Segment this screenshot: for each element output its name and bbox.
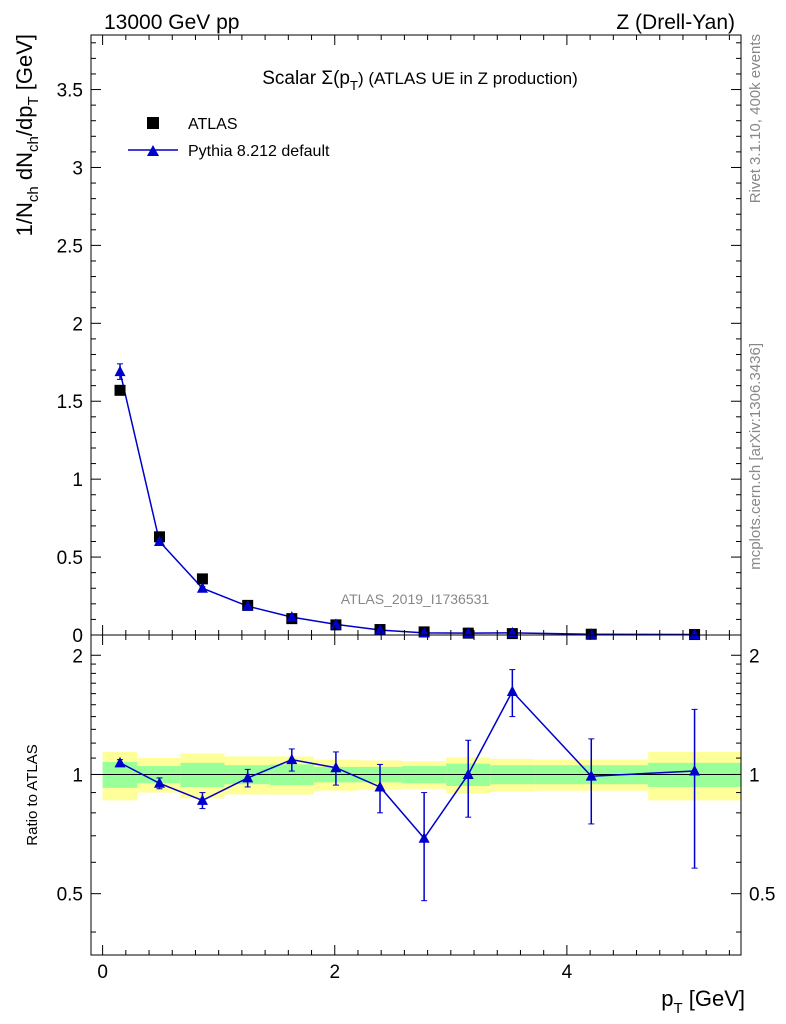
legend-atlas-label: ATLAS — [188, 116, 238, 133]
header-right: Z (Drell-Yan) — [616, 11, 735, 34]
pythia-point — [242, 600, 254, 611]
atlas-point — [196, 573, 208, 585]
legend-pythia-label: Pythia 8.212 default — [188, 143, 330, 160]
main-y-tick-label: 2.5 — [57, 236, 83, 257]
ratio-point — [506, 685, 518, 696]
ratio-y-label: Ratio to ATLAS — [24, 744, 41, 845]
x-tick-label: 2 — [329, 962, 340, 983]
main-x-ticks — [102, 35, 730, 635]
ratio-y-tick-label: 2 — [72, 646, 83, 667]
ratio-panel: 0.5 0.5 1 1 2 2 0 2 4 Ratio to ATLAS pT [GeV] — [24, 634, 775, 1017]
x-axis-label: pT [GeV] — [661, 986, 745, 1017]
x-tick-label: 4 — [562, 962, 573, 983]
main-y-tick-label: 0 — [72, 626, 83, 647]
main-title: Scalar Σ(pT) (ATLAS UE in Z production) — [262, 68, 578, 93]
pythia-line — [119, 371, 695, 636]
ratio-y-tick-label: 0.5 — [57, 885, 83, 906]
legend-pythia-marker — [147, 145, 159, 156]
main-panel: 0 0.5 1 1.5 2 2.5 3 3.5 Scalar Σ(pT) (ATLAS UE … — [12, 34, 742, 647]
pythia-point — [196, 582, 208, 593]
main-y-tick-label: 1 — [72, 470, 83, 491]
pythia-point — [585, 628, 597, 639]
mcplots-label: mcplots.cern.ch [arXiv:1306.3436] — [747, 343, 764, 570]
ratio-marks — [114, 669, 701, 902]
ratio-y-tick-label-right: 0.5 — [749, 885, 775, 906]
x-tick-label: 0 — [97, 962, 108, 983]
ratio-point — [242, 771, 254, 783]
legend-atlas-marker — [147, 117, 159, 129]
ratio-point — [114, 756, 126, 768]
ratio-point — [153, 777, 165, 788]
ratio-point — [196, 794, 208, 805]
ratio-point — [374, 780, 386, 792]
ratio-y-tick-label: 1 — [72, 765, 83, 786]
main-y-label: 1/Nch dNch/dpT [GeV] — [12, 34, 42, 236]
ratio-x-ticks: 0 2 4 — [97, 635, 730, 983]
main-y-tick-label: 1.5 — [57, 392, 83, 413]
ratio-line — [119, 690, 695, 840]
ratio-point — [689, 765, 701, 776]
ratio-point — [585, 770, 597, 781]
analysis-id: ATLAS_2019_I1736531 — [341, 591, 490, 607]
ratio-y-ticks: 0.5 0.5 1 1 2 2 — [57, 646, 775, 933]
header-left: 13000 GeV pp — [104, 11, 239, 34]
rivet-label: Rivet 3.1.10, 400k events — [747, 34, 764, 203]
main-y-tick-label: 3 — [72, 158, 83, 179]
ratio-y-tick-label-right: 2 — [749, 646, 760, 667]
main-y-tick-label: 3.5 — [57, 81, 83, 102]
ratio-point — [286, 753, 298, 765]
pythia-point — [689, 628, 701, 640]
pythia-point — [286, 611, 298, 622]
pythia-point — [374, 624, 386, 635]
atlas-point — [114, 384, 126, 396]
ratio-point — [462, 768, 474, 779]
main-y-tick-label: 2 — [72, 314, 83, 335]
pythia-point — [330, 618, 342, 629]
pythia-point — [114, 365, 126, 377]
legend: ATLAS Pythia 8.212 default — [128, 116, 330, 160]
main-y-ticks: 0 0.5 1 1.5 2 2.5 3 3.5 — [57, 42, 741, 647]
pythia-point — [153, 535, 165, 546]
ratio-point — [418, 832, 430, 843]
main-y-tick-label: 0.5 — [57, 548, 83, 569]
ratio-bands — [102, 751, 741, 801]
ratio-point — [330, 761, 342, 773]
ratio-frame — [90, 634, 742, 956]
ratio-y-tick-label-right: 1 — [749, 765, 760, 786]
